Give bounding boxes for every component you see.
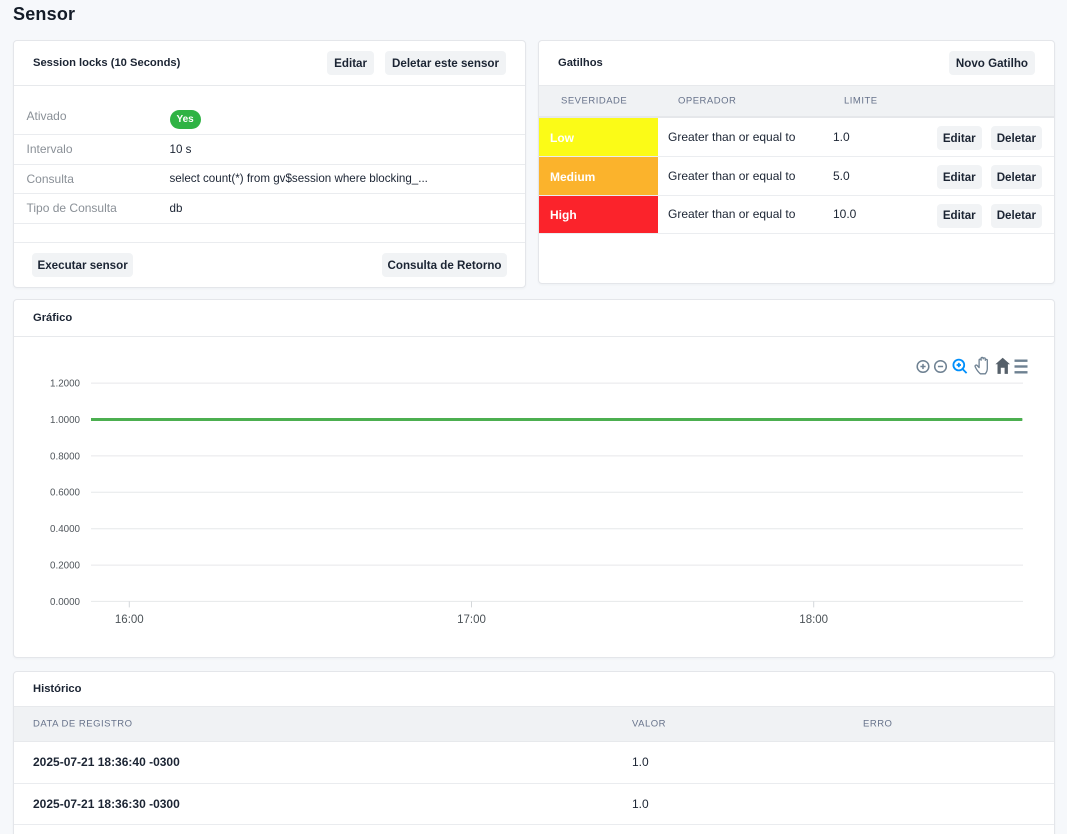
svg-text:0.8000: 0.8000 xyxy=(50,451,81,462)
svg-text:16:00: 16:00 xyxy=(115,614,144,626)
svg-text:1.0000: 1.0000 xyxy=(50,415,81,426)
svg-text:1.2000: 1.2000 xyxy=(50,379,81,390)
svg-text:0.2000: 0.2000 xyxy=(50,561,81,572)
svg-text:17:00: 17:00 xyxy=(457,614,486,626)
svg-text:0.0000: 0.0000 xyxy=(50,597,81,608)
svg-text:0.4000: 0.4000 xyxy=(50,524,81,535)
svg-text:18:00: 18:00 xyxy=(799,614,828,626)
svg-text:0.6000: 0.6000 xyxy=(50,488,81,499)
